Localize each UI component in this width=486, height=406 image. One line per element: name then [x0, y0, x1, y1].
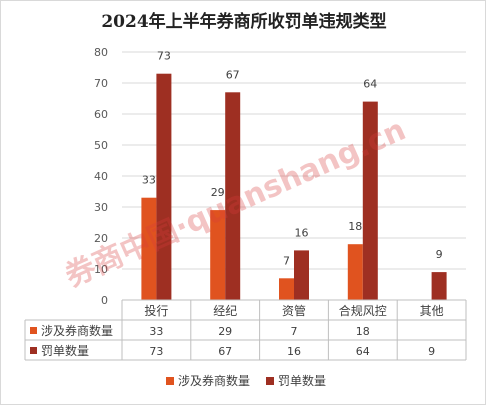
- y-tick-label: 60: [94, 108, 108, 121]
- bars: [141, 73, 447, 300]
- table-series-swatch: [30, 327, 37, 334]
- table-cell: 29: [218, 325, 232, 338]
- chart-title: 2024年上半年券商所收罚单违规类型: [101, 11, 386, 32]
- bar: [294, 250, 309, 300]
- y-tick-label: 20: [94, 232, 108, 245]
- x-tick-label: 投行: [144, 303, 168, 318]
- legend-swatch: [166, 377, 174, 385]
- bar: [347, 244, 363, 300]
- bar: [156, 73, 172, 300]
- data-label: 33: [142, 174, 156, 187]
- bar: [225, 92, 241, 300]
- y-tick-label: 30: [94, 201, 108, 214]
- table-series-swatch: [30, 347, 37, 354]
- bar: [362, 101, 378, 300]
- legend-label: 涉及券商数量: [178, 373, 250, 388]
- y-axis: 0 10 20 30 40 50 60 70 80: [94, 46, 108, 307]
- legend: 涉及券商数量 罚单数量: [166, 373, 326, 388]
- data-labels: 33 29 7 18 73 67 16 64 9: [142, 50, 443, 268]
- table-cell: 33: [149, 325, 163, 338]
- data-label: 73: [157, 50, 171, 63]
- data-label: 16: [295, 226, 309, 239]
- table-series-name: 罚单数量: [41, 343, 89, 358]
- x-tick-label: 资管: [282, 303, 306, 318]
- data-label: 7: [283, 254, 290, 267]
- x-tick-label: 其他: [420, 304, 444, 318]
- y-tick-label: 50: [94, 139, 108, 152]
- table-series-name: 涉及券商数量: [41, 323, 113, 338]
- bar: [431, 272, 447, 300]
- y-tick-label: 80: [94, 46, 108, 59]
- table-cell: 67: [218, 345, 232, 358]
- table-cell: 7: [291, 325, 298, 338]
- x-tick-label: 经纪: [213, 304, 237, 318]
- bar: [279, 278, 294, 300]
- data-label: 29: [211, 186, 225, 199]
- table-cell: 64: [356, 345, 370, 358]
- y-tick-label: 40: [94, 170, 108, 183]
- table-cell: 16: [287, 345, 301, 358]
- x-tick-label: 合规风控: [339, 303, 387, 318]
- bar: [210, 210, 226, 300]
- table-cell: 9: [428, 345, 435, 358]
- data-label: 9: [436, 248, 443, 261]
- legend-label: 罚单数量: [278, 373, 326, 388]
- data-label: 18: [348, 220, 362, 233]
- y-tick-label: 0: [101, 294, 108, 307]
- data-label: 64: [363, 78, 377, 91]
- bar: [141, 197, 157, 300]
- table-cell: 73: [149, 345, 163, 358]
- grid-lines: [122, 51, 466, 301]
- data-label: 67: [226, 68, 240, 81]
- table-cell: 18: [356, 325, 370, 338]
- y-tick-label: 10: [94, 263, 108, 276]
- y-tick-label: 70: [94, 77, 108, 90]
- legend-swatch: [266, 377, 274, 385]
